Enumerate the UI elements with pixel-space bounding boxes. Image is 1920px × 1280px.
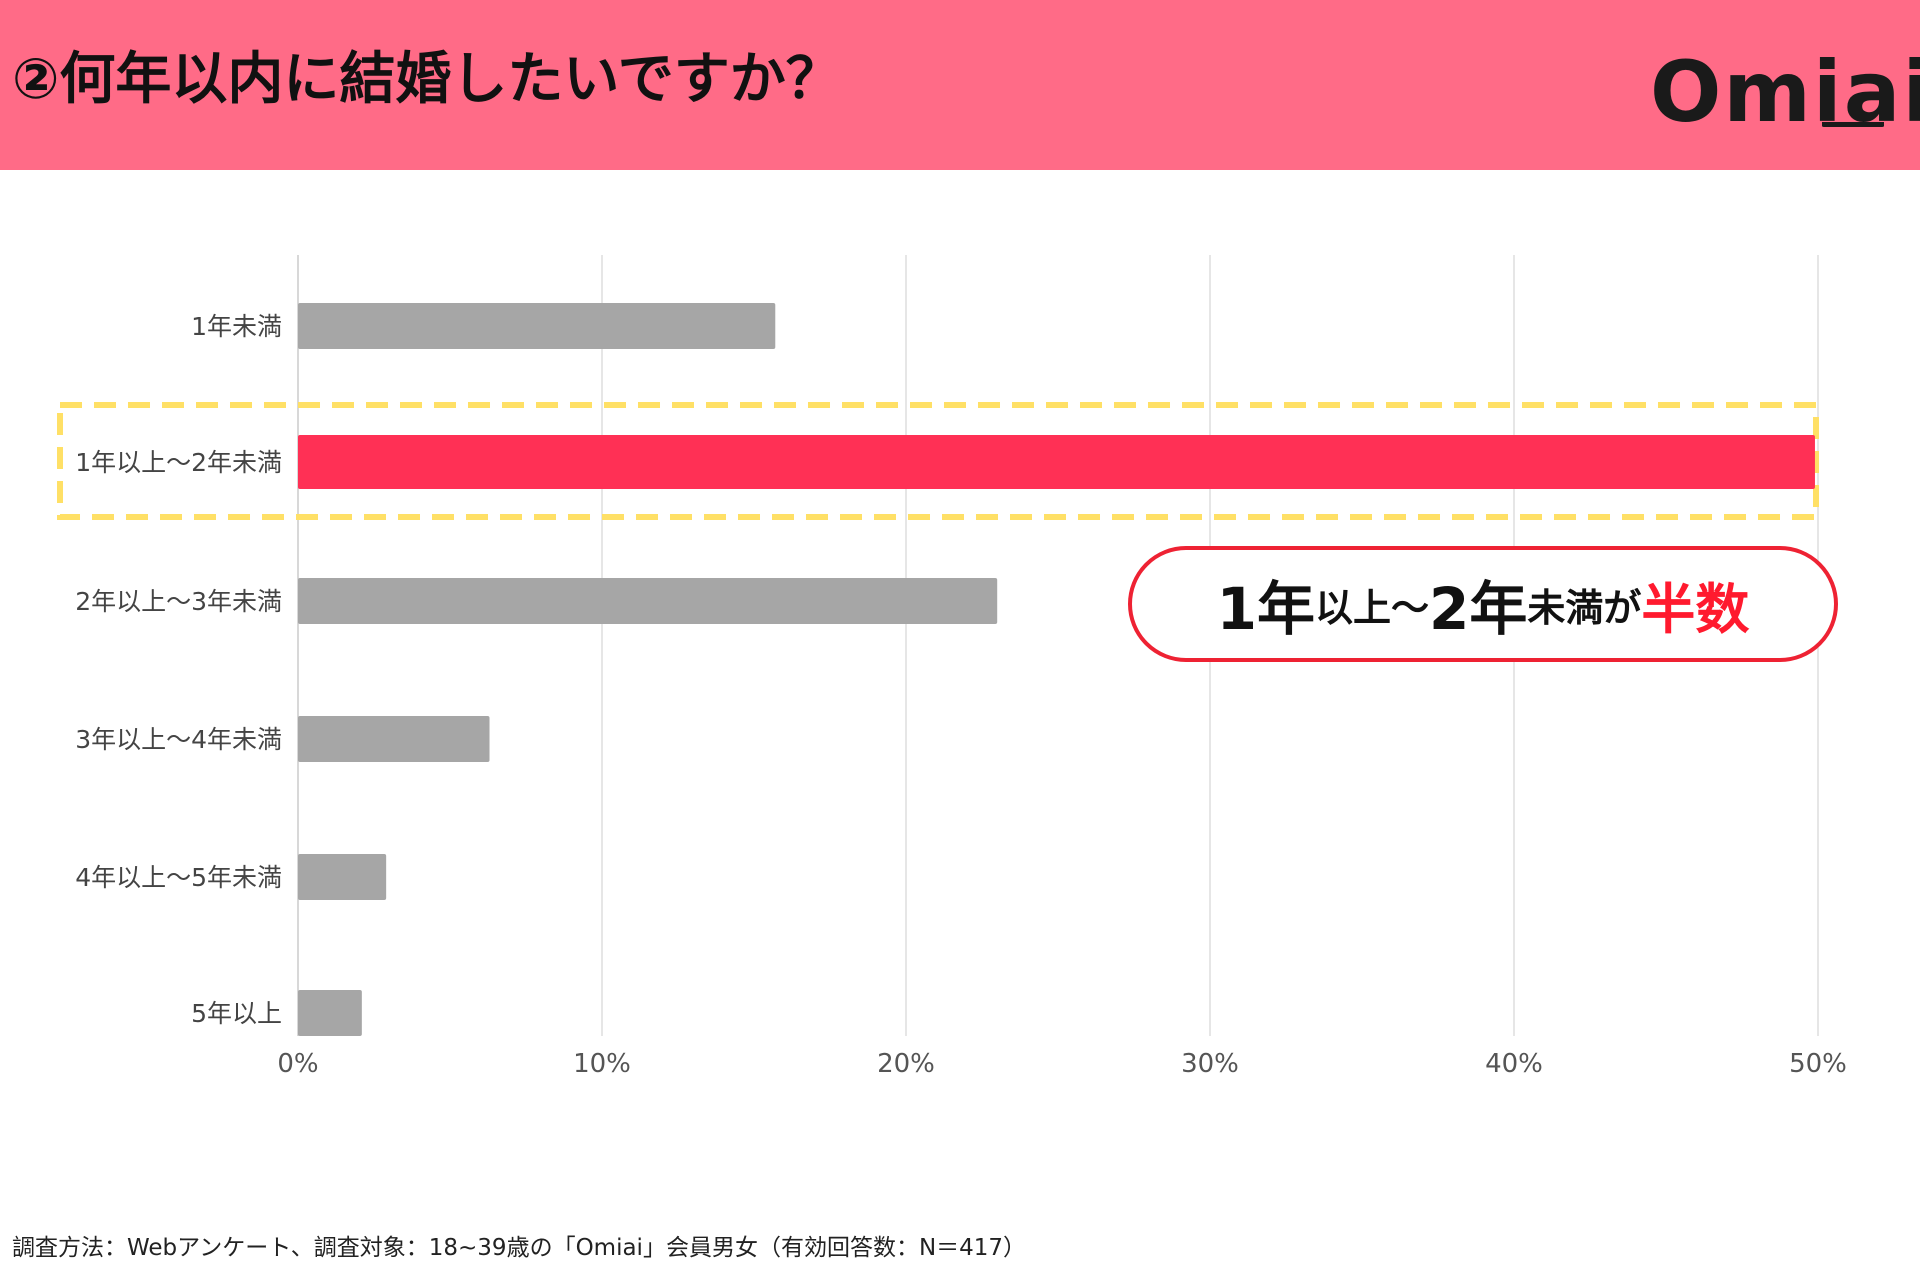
category-label: 1年以上～2年未満 [75, 448, 282, 477]
x-tick-label: 50% [1789, 1049, 1847, 1079]
page-title: ②何年以内に結婚したいですか？ [12, 47, 842, 112]
bar [298, 854, 387, 900]
callout-part3: 2年 [1429, 575, 1528, 643]
callout-part4: 未満が [1527, 585, 1642, 630]
bar [298, 303, 776, 349]
bar [298, 990, 362, 1036]
highlight-box [57, 402, 1819, 520]
callout-box: 1年 以上～ 2年 未満が 半数 [1128, 546, 1838, 662]
category-labels: 1年未満 1年以上～2年未満 2年以上～3年未満 3年以上～4年未満 4年以上～5年未満… [75, 312, 282, 1028]
category-label: 2年以上～3年未満 [75, 587, 282, 616]
logo-smile-underline [1822, 122, 1884, 127]
x-tick-labels: 0% 10% 20% 30% 40% 50% [277, 1049, 1847, 1079]
category-label: 3年以上～4年未満 [75, 725, 282, 754]
omiai-logo: Omiai [1650, 50, 1920, 140]
category-label: 4年以上～5年未満 [75, 863, 282, 892]
x-tick-label: 20% [877, 1049, 935, 1079]
logo-text: Omiai [1650, 43, 1920, 141]
footnote: 調査方法：Webアンケート、調査対象：18~39歳の「Omiai」会員男女（有効… [12, 1235, 1027, 1261]
bar [298, 716, 490, 762]
x-tick-label: 30% [1181, 1049, 1239, 1079]
callout-part1: 1年 [1216, 575, 1315, 643]
callout-part2: 以上～ [1314, 585, 1429, 630]
bars [298, 303, 1815, 1036]
x-tick-label: 40% [1485, 1049, 1543, 1079]
category-label: 1年未満 [191, 312, 282, 341]
bar [298, 435, 1815, 489]
category-label: 5年以上 [191, 999, 282, 1028]
header-banner: ②何年以内に結婚したいですか？ Omiai [0, 0, 1920, 170]
bar-chart: 1年未満 1年以上～2年未満 2年以上～3年未満 3年以上～4年未満 4年以上～5年未満… [57, 255, 1847, 1079]
callout-part5: 半数 [1641, 577, 1750, 641]
bar [298, 578, 998, 624]
x-tick-label: 0% [277, 1049, 318, 1079]
x-tick-label: 10% [573, 1049, 631, 1079]
